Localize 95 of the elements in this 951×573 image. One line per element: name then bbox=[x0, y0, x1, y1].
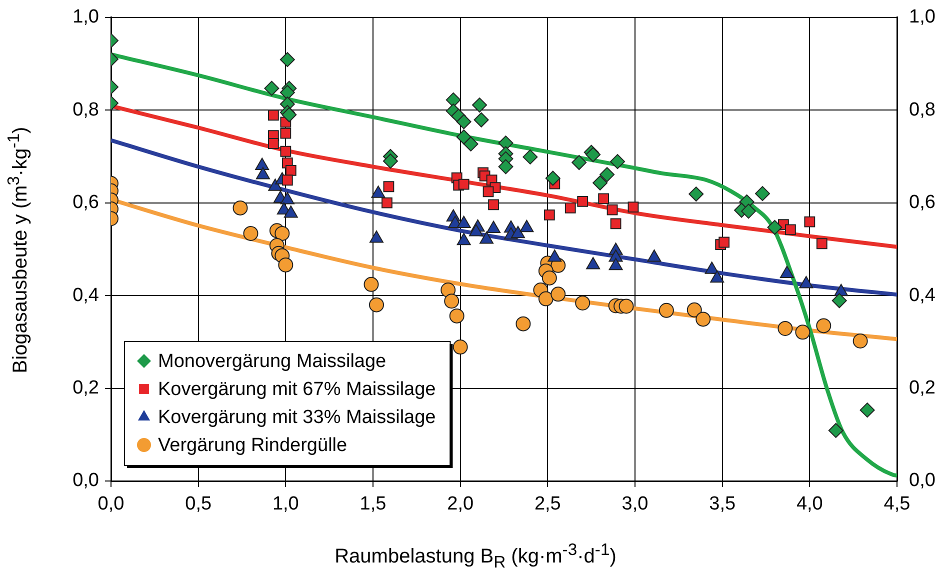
point bbox=[767, 220, 782, 235]
y2-tick-label: 0,2 bbox=[909, 378, 936, 399]
point bbox=[816, 238, 828, 250]
point bbox=[577, 196, 588, 207]
point bbox=[545, 170, 560, 186]
x-tick-label: 4,0 bbox=[796, 494, 823, 515]
point bbox=[282, 174, 293, 186]
point bbox=[280, 146, 292, 157]
point bbox=[382, 197, 392, 208]
point bbox=[280, 128, 292, 139]
point bbox=[816, 318, 832, 334]
point bbox=[268, 110, 279, 121]
x-tick-label: 2,0 bbox=[447, 494, 474, 515]
point bbox=[686, 302, 702, 318]
point bbox=[516, 316, 531, 332]
point bbox=[828, 422, 844, 438]
point bbox=[488, 199, 499, 210]
point bbox=[456, 114, 472, 130]
point bbox=[383, 181, 394, 192]
x-tick-label: 2,5 bbox=[534, 494, 561, 515]
point bbox=[456, 130, 472, 145]
point bbox=[572, 155, 587, 170]
point bbox=[606, 204, 618, 216]
point bbox=[564, 202, 576, 214]
legend-label: Kovergärung mit 33% Maissilage bbox=[158, 407, 436, 428]
point bbox=[804, 216, 816, 228]
point bbox=[795, 324, 810, 340]
point bbox=[628, 202, 639, 212]
point bbox=[550, 286, 566, 302]
y2-tick-label: 0,4 bbox=[909, 284, 936, 306]
x-tick-label: 1,5 bbox=[360, 494, 386, 515]
point bbox=[688, 186, 704, 202]
point bbox=[474, 112, 489, 128]
point bbox=[280, 85, 295, 100]
x-tick-label: 0,5 bbox=[185, 494, 212, 515]
point bbox=[658, 302, 674, 318]
x-tick-label: 3,0 bbox=[622, 494, 648, 515]
x-tick-label: 4,5 bbox=[884, 494, 910, 515]
point bbox=[278, 257, 294, 272]
point bbox=[542, 270, 557, 286]
point bbox=[382, 154, 398, 169]
x-tick-label: 1,0 bbox=[272, 494, 299, 515]
x-axis-title: Raumbelastung B$_{R}$ (kg·m$^{-3}$·d$^{-1}$) bbox=[334, 540, 618, 573]
point bbox=[463, 136, 478, 152]
point bbox=[268, 138, 279, 149]
legend-label: Vergärung Rindergülle bbox=[158, 435, 348, 456]
point bbox=[741, 204, 756, 219]
y2-tick-label: 0,6 bbox=[909, 192, 936, 214]
y2-tick-label: 0,0 bbox=[909, 470, 936, 492]
point bbox=[472, 98, 488, 113]
x-tick-label: 3,5 bbox=[709, 494, 736, 515]
point bbox=[285, 164, 296, 176]
y-tick-label: 0,8 bbox=[72, 99, 99, 120]
point bbox=[280, 52, 295, 68]
point bbox=[446, 92, 461, 108]
legend-label: Monovergärung Maissilage bbox=[158, 351, 386, 372]
point bbox=[696, 312, 711, 327]
point bbox=[444, 294, 460, 309]
point bbox=[274, 226, 290, 241]
point bbox=[458, 178, 470, 190]
point bbox=[598, 193, 610, 204]
point bbox=[522, 149, 538, 164]
point bbox=[618, 298, 634, 314]
point bbox=[243, 226, 258, 241]
point bbox=[778, 320, 793, 336]
y2-tick-label: 1,0 bbox=[909, 6, 936, 28]
point bbox=[832, 293, 847, 308]
point bbox=[718, 236, 730, 248]
point bbox=[610, 154, 626, 170]
point bbox=[610, 218, 622, 230]
legend-label: Kovergärung mit 67% Maissilage bbox=[158, 379, 436, 400]
point bbox=[498, 159, 514, 174]
point bbox=[368, 297, 384, 312]
point bbox=[364, 276, 379, 292]
y-tick-label: 0,0 bbox=[72, 470, 99, 492]
y-tick-label: 0,6 bbox=[72, 192, 99, 214]
point bbox=[482, 186, 494, 198]
y-tick-label: 0,4 bbox=[72, 284, 100, 306]
point bbox=[860, 402, 875, 418]
point bbox=[449, 308, 464, 324]
point bbox=[852, 333, 868, 348]
y-tick-label: 0,2 bbox=[72, 378, 99, 399]
point bbox=[785, 224, 796, 236]
y-tick-label: 1,0 bbox=[72, 6, 99, 28]
point bbox=[538, 291, 554, 306]
x-tick-label: 0,0 bbox=[98, 494, 124, 515]
point bbox=[232, 200, 248, 216]
point bbox=[264, 80, 280, 96]
point bbox=[755, 186, 770, 202]
point bbox=[592, 175, 608, 190]
y2-tick-label: 0,8 bbox=[909, 99, 936, 120]
point bbox=[575, 295, 590, 310]
point bbox=[452, 340, 468, 355]
point bbox=[544, 209, 555, 220]
point bbox=[600, 167, 615, 182]
